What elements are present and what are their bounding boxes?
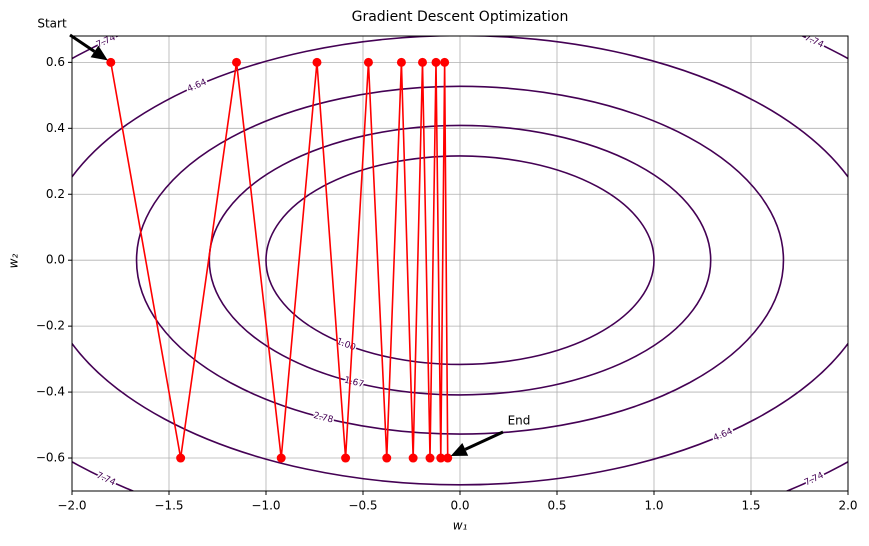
contour-line [265,155,655,366]
x-tick-label: −1.5 [154,499,183,513]
contour-label: 7.74 [803,471,826,489]
descent-point [436,453,446,463]
annotation: Start [37,17,67,31]
y-axis-label: w₂ [7,253,21,268]
descent-point [396,57,406,67]
x-tick-label: 1.0 [644,499,663,513]
y-tick-label: −0.4 [36,385,65,399]
descent-point [176,453,186,463]
y-tick-label: 0.0 [46,253,65,267]
y-tick-label: 0.2 [46,187,65,201]
x-tick-label: −2.0 [57,499,86,513]
annotation-arrowhead [450,442,469,457]
contour-label: 4.64 [712,427,735,444]
descent-point [382,453,392,463]
descent-point [341,453,351,463]
plot-frame [71,35,849,492]
x-tick-label: 2.0 [838,499,857,513]
annotation-arrowhead [90,45,108,61]
x-tick-label: −1.0 [251,499,280,513]
contour-line [135,85,785,435]
descent-point [431,57,441,67]
x-tick-label: 0.5 [547,499,566,513]
descent-point [232,57,242,67]
descent-point [106,57,116,67]
contour-line [72,36,848,486]
descent-point [276,453,286,463]
contour-label: 4.64 [186,77,209,94]
x-axis-label: w₁ [453,519,468,533]
descent-point [425,453,435,463]
chart-title: Gradient Descent Optimization [352,9,569,25]
annotation: End [508,414,531,428]
y-tick-label: 0.4 [46,121,65,135]
descent-point [312,57,322,67]
y-tick-label: 0.6 [46,55,65,69]
x-tick-label: −0.5 [348,499,377,513]
descent-path [110,62,449,459]
descent-point [443,453,453,463]
y-tick-label: −0.2 [36,319,65,333]
annotation-arrow [464,430,504,451]
contour-label: 2.78 [312,411,334,426]
annotation-arrow [69,33,96,53]
descent-point [363,57,373,67]
x-tick-label: 0.0 [450,499,469,513]
x-tick-label: 1.5 [741,499,760,513]
y-tick-label: −0.6 [36,451,65,465]
contour-label: 1.67 [343,376,365,391]
descent-point [408,453,418,463]
descent-point [440,57,450,67]
contour-label: 7.74 [94,471,117,489]
descent-point [417,57,427,67]
